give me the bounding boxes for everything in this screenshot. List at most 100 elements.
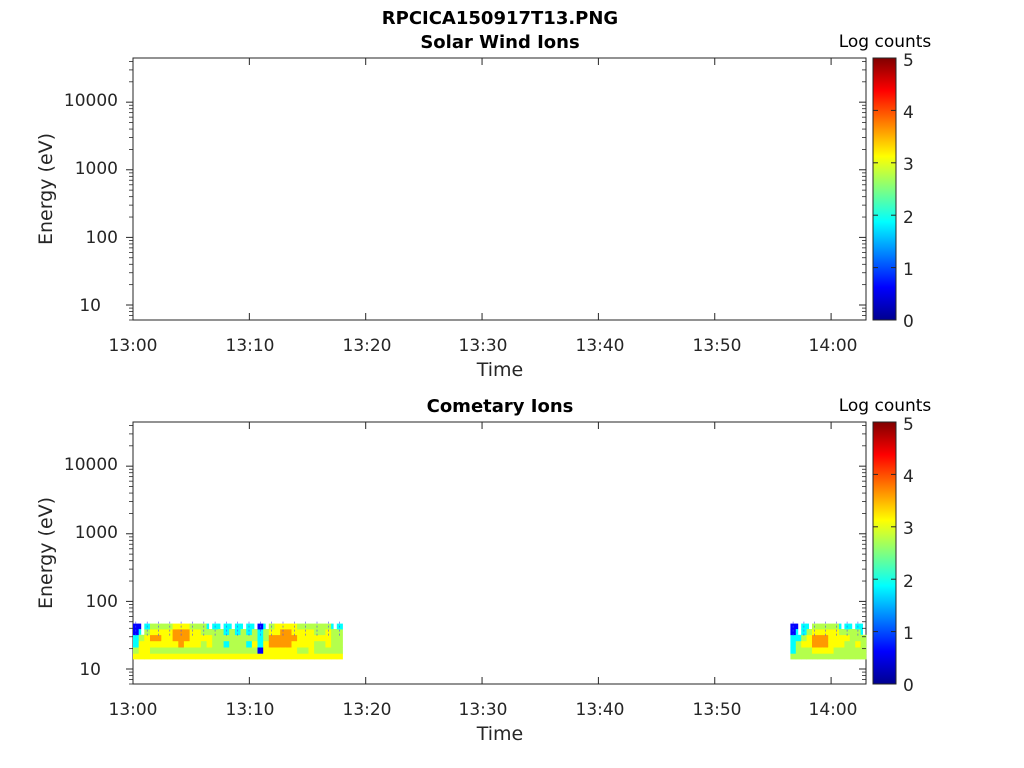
spectrogram-cell xyxy=(268,647,275,654)
solar-wind-panel: Solar Wind Ions 10000 1000 100 10 13:00 … xyxy=(35,32,931,381)
colorbar-tick-label: 4 xyxy=(903,103,914,123)
spectrogram-cell xyxy=(189,647,196,654)
spectrogram-cell xyxy=(150,629,157,636)
spectrogram-cell xyxy=(178,640,185,648)
spectrogram-cell xyxy=(828,623,834,630)
x-tick-label: 13:50 xyxy=(693,700,742,720)
spectrogram-cell xyxy=(172,623,179,630)
spectrogram-cell xyxy=(183,640,190,648)
figure-title: RPCICA150917T13.PNG xyxy=(382,8,618,29)
spectrogram-cell xyxy=(297,653,304,660)
spectrogram-cell xyxy=(251,647,258,654)
spectrogram-cell xyxy=(189,629,196,636)
spectrogram-cell xyxy=(246,647,253,654)
spectrogram-cell xyxy=(195,629,202,636)
spectrogram-cell xyxy=(806,647,813,654)
spectrogram-cell xyxy=(229,640,236,648)
panel-title: Solar Wind Ions xyxy=(420,32,579,53)
spectrogram-cell xyxy=(274,629,281,636)
spectrogram-cell xyxy=(860,640,867,648)
colorbar-tick-label: 4 xyxy=(903,467,914,487)
spectrogram-cell xyxy=(257,653,264,660)
spectrogram-cell xyxy=(297,629,304,636)
spectrogram-cell xyxy=(195,653,202,660)
spectrogram-cell xyxy=(195,647,202,654)
spectrogram-cell xyxy=(155,653,162,660)
spectrogram-cell xyxy=(212,653,219,660)
colorbar-label: Log counts xyxy=(839,396,932,416)
spectrogram-cell xyxy=(246,640,253,648)
spectrogram-cell xyxy=(325,653,332,660)
spectrogram-cell xyxy=(291,640,298,648)
spectrogram-cell xyxy=(790,634,797,642)
spectrogram-cell xyxy=(167,629,174,636)
spectrogram-cell xyxy=(319,629,326,636)
spectrogram-cell xyxy=(240,653,247,660)
spectrogram-cell xyxy=(200,653,207,660)
colorbar xyxy=(872,57,897,321)
y-axis-label: Energy (eV) xyxy=(35,497,57,609)
spectrogram-cell xyxy=(263,640,270,648)
spectrogram-cell xyxy=(817,629,824,636)
colorbar-label: Log counts xyxy=(839,32,932,52)
spectrogram-cell xyxy=(161,640,168,648)
y-tick-label: 10000 xyxy=(64,91,118,111)
spectrogram-cell xyxy=(285,640,292,648)
spectrogram-cell xyxy=(319,653,326,660)
spectrogram-cell xyxy=(172,634,179,642)
spectrogram-cell xyxy=(336,653,343,660)
spectrogram-cell xyxy=(200,634,207,642)
y-axis-label: Energy (eV) xyxy=(35,133,57,245)
spectrogram-cell xyxy=(217,640,224,648)
y-tick-label: 1000 xyxy=(75,523,118,543)
spectrogram-cell xyxy=(217,623,221,630)
x-tick-marks xyxy=(132,58,832,320)
x-tick-label: 13:00 xyxy=(109,336,158,356)
spectrogram-cell xyxy=(795,653,802,660)
spectrogram-cell xyxy=(314,629,321,636)
spectrogram-cell xyxy=(234,640,241,648)
spectrogram-cell xyxy=(246,634,253,642)
spectrogram-cell xyxy=(817,623,824,630)
spectrogram-cell xyxy=(839,653,845,660)
y-tick-label: 100 xyxy=(86,228,118,248)
x-tick-label: 13:10 xyxy=(226,700,275,720)
spectrogram-cell xyxy=(268,640,275,648)
spectrogram-cell xyxy=(206,629,213,636)
spectrogram-cell xyxy=(263,623,266,630)
spectrogram-cell xyxy=(274,640,281,648)
x-tick-label: 13:30 xyxy=(459,336,508,356)
spectrogram-cell xyxy=(161,634,168,642)
spectrogram-cell xyxy=(189,653,196,660)
colorbar-tick-label: 2 xyxy=(903,208,914,228)
spectrogram-cell xyxy=(240,647,247,654)
spectrogram-cell xyxy=(217,647,224,654)
spectrogram-cell xyxy=(822,647,829,654)
spectrogram-cell xyxy=(280,629,287,636)
spectrogram-cell xyxy=(257,629,264,636)
x-tick-label: 13:50 xyxy=(693,336,742,356)
spectrogram-cell xyxy=(178,647,185,654)
spectrogram-cell xyxy=(229,634,236,642)
spectrogram-cell xyxy=(331,640,338,648)
spectrogram-cell xyxy=(133,653,140,660)
colorbar-ticks xyxy=(873,421,896,685)
spectrogram-cell xyxy=(263,634,270,642)
spectrogram-cell xyxy=(790,640,797,648)
spectrogram-cell xyxy=(263,629,270,636)
colorbar-tick-label: 5 xyxy=(903,51,914,71)
spectrogram-cell xyxy=(291,629,298,636)
spectrogram-cell xyxy=(849,653,856,660)
spectrogram-cell xyxy=(822,640,829,648)
spectrogram-cell xyxy=(297,640,304,648)
colorbar xyxy=(872,421,897,685)
spectrogram-cell xyxy=(217,653,224,660)
spectrogram-cell xyxy=(331,634,338,642)
spectrogram-cell xyxy=(150,634,157,642)
spectrogram-cell xyxy=(274,647,281,654)
spectrogram-cell xyxy=(206,653,213,660)
spectrogram-cell xyxy=(325,634,332,642)
spectrogram-cell xyxy=(839,629,845,636)
colorbar-tick-label: 3 xyxy=(903,155,914,175)
cometary-ions-panel: Cometary Ions 10000 1000 100 10 13:00 13… xyxy=(35,396,931,745)
